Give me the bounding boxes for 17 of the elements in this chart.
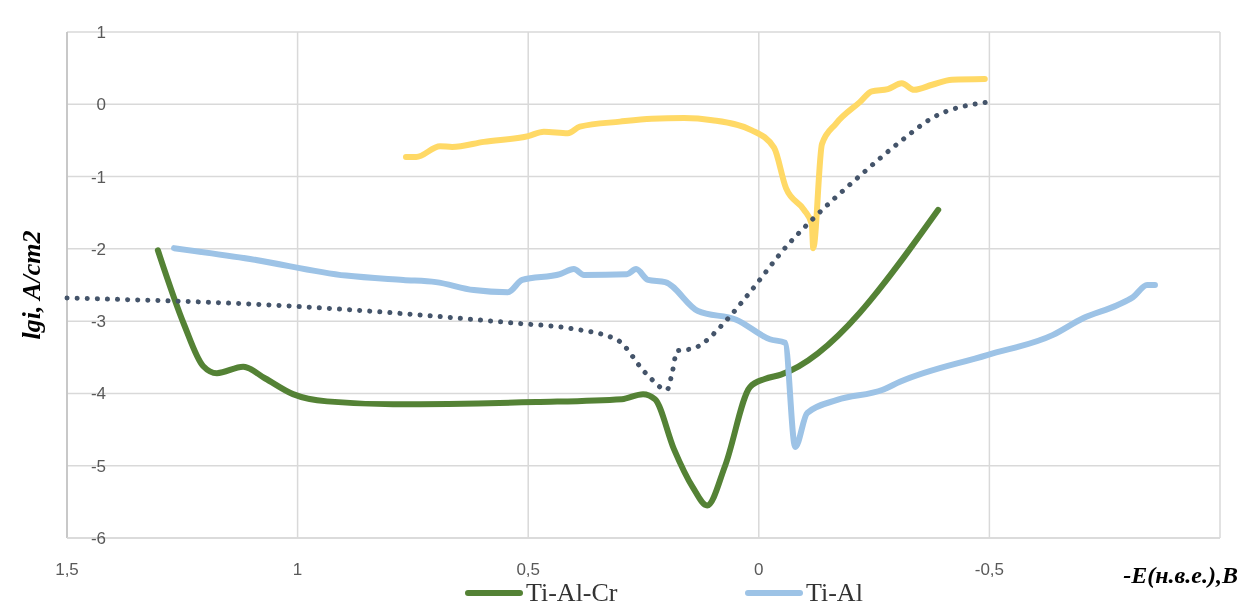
- x-tick-label: 1,5: [55, 560, 79, 579]
- y-tick-label: -4: [90, 384, 106, 404]
- legend-label: Ti-Al-Cr: [526, 578, 618, 607]
- x-tick-label: 0: [754, 560, 764, 579]
- x-tick-label: -0,5: [974, 560, 1005, 579]
- y-tick-label: -5: [90, 456, 106, 476]
- y-tick-label: -3: [90, 312, 106, 332]
- y-axis-title: lgi, A/cm2: [17, 230, 46, 340]
- y-tick-label: 0: [96, 95, 106, 115]
- legend-label: Ti-Al: [806, 578, 863, 607]
- y-tick-label: -6: [90, 528, 106, 548]
- y-tick-label: -1: [90, 167, 106, 187]
- x-axis-title: -E(н.в.е.),В: [1123, 562, 1238, 588]
- y-tick-label: 1: [96, 22, 106, 42]
- y-tick-label: -2: [90, 239, 106, 259]
- x-tick-label: 1: [292, 560, 303, 579]
- x-tick-label: 0,5: [516, 560, 541, 579]
